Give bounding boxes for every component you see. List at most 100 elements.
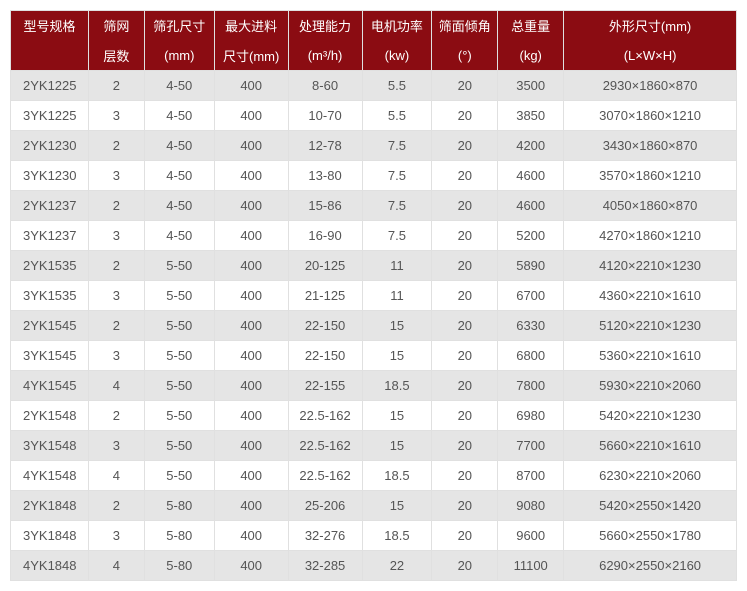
table-cell: 20 [432,341,498,371]
table-cell: 9080 [498,491,564,521]
table-cell: 2 [88,311,144,341]
table-cell: 2YK1230 [11,131,89,161]
table-cell: 400 [214,401,288,431]
table-cell: 400 [214,221,288,251]
table-cell: 8-60 [288,71,362,101]
table-cell: 20 [432,491,498,521]
table-cell: 4YK1848 [11,551,89,581]
table-row: 3YK154835-5040022.5-162152077005660×2210… [11,431,737,461]
table-cell: 6290×2550×2160 [564,551,737,581]
col-header: 筛孔尺寸 [144,11,214,41]
table-cell: 5200 [498,221,564,251]
table-cell: 3YK1545 [11,341,89,371]
table-cell: 4200 [498,131,564,161]
table-cell: 5-80 [144,491,214,521]
table-cell: 11 [362,251,432,281]
table-cell: 15 [362,491,432,521]
col-subheader: (kg) [498,41,564,71]
col-subheader: (mm) [144,41,214,71]
table-cell: 16-90 [288,221,362,251]
table-cell: 4 [88,551,144,581]
col-header: 型号规格 [11,11,89,41]
col-subheader: 尺寸(mm) [214,41,288,71]
table-cell: 3570×1860×1210 [564,161,737,191]
table-row: 3YK184835-8040032-27618.52096005660×2550… [11,521,737,551]
table-row: 3YK153535-5040021-125112067004360×2210×1… [11,281,737,311]
table-cell: 4 [88,371,144,401]
table-cell: 2YK1548 [11,401,89,431]
table-cell: 20 [432,401,498,431]
table-cell: 20 [432,191,498,221]
table-cell: 4-50 [144,191,214,221]
table-cell: 5660×2550×1780 [564,521,737,551]
table-cell: 13-80 [288,161,362,191]
table-header: 型号规格 筛网 筛孔尺寸 最大进料 处理能力 电机功率 筛面倾角 总重量 外形尺… [11,11,737,71]
table-cell: 10-70 [288,101,362,131]
table-cell: 22-150 [288,311,362,341]
table-cell: 400 [214,371,288,401]
table-cell: 22.5-162 [288,461,362,491]
table-cell: 400 [214,161,288,191]
table-cell: 20 [432,551,498,581]
table-cell: 11 [362,281,432,311]
table-cell: 5890 [498,251,564,281]
table-cell: 4YK1548 [11,461,89,491]
table-cell: 4-50 [144,161,214,191]
table-cell: 2 [88,191,144,221]
table-cell: 4270×1860×1210 [564,221,737,251]
table-cell: 15 [362,311,432,341]
table-cell: 3YK1535 [11,281,89,311]
table-cell: 22.5-162 [288,431,362,461]
table-cell: 2YK1237 [11,191,89,221]
table-row: 2YK184825-8040025-206152090805420×2550×1… [11,491,737,521]
table-cell: 6230×2210×2060 [564,461,737,491]
table-cell: 5420×2210×1230 [564,401,737,431]
table-cell: 4YK1545 [11,371,89,401]
table-cell: 3YK1548 [11,431,89,461]
table-cell: 3500 [498,71,564,101]
table-cell: 20 [432,371,498,401]
table-cell: 15 [362,431,432,461]
table-cell: 4600 [498,191,564,221]
table-row: 3YK154535-5040022-150152068005360×2210×1… [11,341,737,371]
table-cell: 7700 [498,431,564,461]
table-cell: 4-50 [144,131,214,161]
table-cell: 20 [432,221,498,251]
table-cell: 5-50 [144,251,214,281]
table-cell: 7.5 [362,221,432,251]
table-cell: 400 [214,491,288,521]
col-header: 总重量 [498,11,564,41]
table-cell: 11100 [498,551,564,581]
table-cell: 3 [88,521,144,551]
table-cell: 32-276 [288,521,362,551]
table-cell: 3 [88,161,144,191]
table-cell: 4-50 [144,101,214,131]
table-cell: 2YK1225 [11,71,89,101]
table-cell: 4 [88,461,144,491]
table-cell: 5-50 [144,371,214,401]
table-cell: 20 [432,131,498,161]
table-cell: 400 [214,521,288,551]
table-cell: 400 [214,71,288,101]
table-cell: 4120×2210×1230 [564,251,737,281]
table-cell: 400 [214,251,288,281]
col-subheader: (m³/h) [288,41,362,71]
table-row: 2YK123724-5040015-867.52046004050×1860×8… [11,191,737,221]
table-row: 4YK154545-5040022-15518.52078005930×2210… [11,371,737,401]
table-cell: 3 [88,221,144,251]
table-cell: 4-50 [144,221,214,251]
table-cell: 400 [214,551,288,581]
table-cell: 4600 [498,161,564,191]
table-cell: 20 [432,431,498,461]
table-cell: 3070×1860×1210 [564,101,737,131]
table-cell: 5.5 [362,71,432,101]
table-cell: 5.5 [362,101,432,131]
table-cell: 2 [88,131,144,161]
table-cell: 20 [432,251,498,281]
table-cell: 400 [214,311,288,341]
table-cell: 2YK1848 [11,491,89,521]
table-cell: 20-125 [288,251,362,281]
table-cell: 15 [362,341,432,371]
table-cell: 3850 [498,101,564,131]
col-header: 最大进料 [214,11,288,41]
